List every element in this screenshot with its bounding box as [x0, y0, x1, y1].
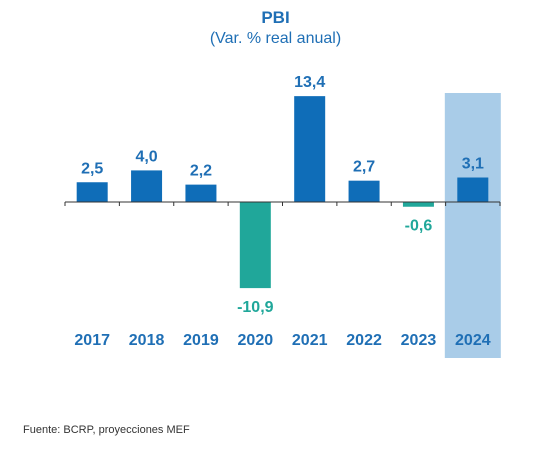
- data-label-2023: -0,6: [405, 218, 433, 235]
- bar-2023: [402, 202, 434, 207]
- x-tick-label-2020: 2020: [238, 332, 274, 349]
- chart-subtitle: (Var. % real anual): [209, 30, 342, 47]
- x-tick-label-2023: 2023: [401, 332, 437, 349]
- data-label-2022: 2,7: [353, 159, 375, 176]
- bar-2020: [239, 202, 271, 289]
- x-tick-label-2022: 2022: [346, 332, 382, 349]
- source-note: Fuente: BCRP, proyecciones MEF: [23, 424, 190, 436]
- bar-2022: [348, 180, 380, 202]
- bar-2017: [76, 182, 108, 202]
- bar-2018: [131, 170, 163, 202]
- data-label-2024: 3,1: [462, 156, 484, 173]
- bar-2024: [457, 177, 489, 202]
- x-tick-label-2024: 2024: [455, 332, 491, 349]
- data-label-2018: 4,0: [135, 148, 157, 165]
- data-label-2020: -10,9: [237, 299, 274, 316]
- x-tick-label-2018: 2018: [129, 332, 165, 349]
- bar-2019: [185, 184, 217, 202]
- x-tick-label-2021: 2021: [292, 332, 328, 349]
- data-label-2019: 2,2: [190, 163, 212, 180]
- projection-highlight-band: [444, 93, 501, 358]
- data-label-2021: 13,4: [294, 74, 325, 91]
- x-tick-label-2019: 2019: [183, 332, 219, 349]
- data-label-2017: 2,5: [81, 160, 103, 177]
- chart-title: PBI: [261, 8, 290, 27]
- bar-2021: [294, 96, 326, 202]
- x-tick-label-2017: 2017: [74, 332, 110, 349]
